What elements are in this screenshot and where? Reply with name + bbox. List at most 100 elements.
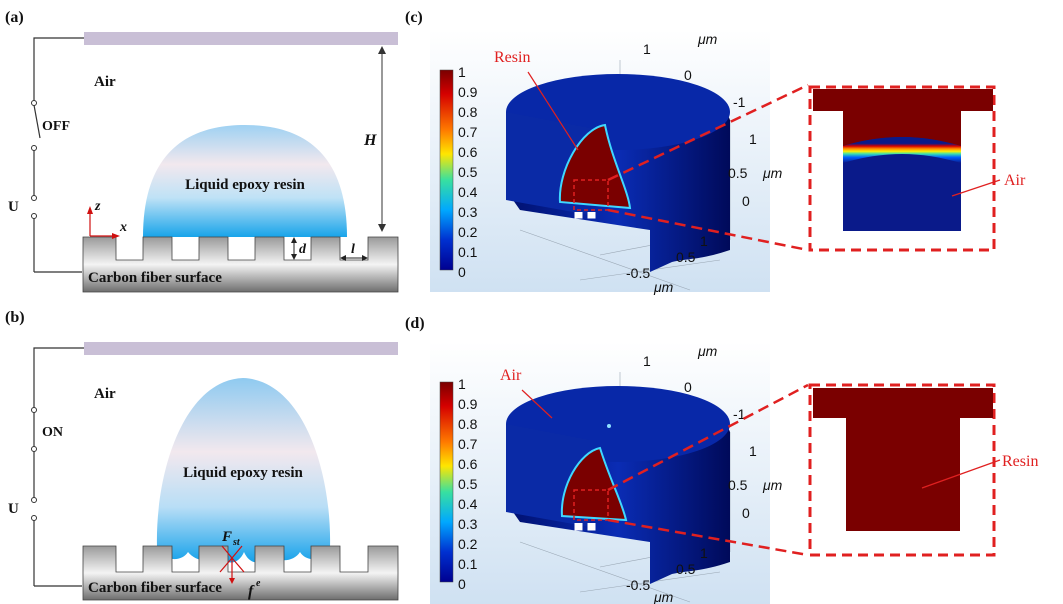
resin-phase: [558, 123, 632, 210]
height-symbol: H: [363, 132, 377, 149]
electric-force-superscript: e: [256, 578, 261, 589]
voltage-source-label: U: [8, 501, 19, 517]
carbon-fiber-substrate: [82, 236, 399, 293]
colorbar-ticks: 1 0.9 0.8 0.7 0.6 0.5 0.4 0.3 0.2 0.1 0: [458, 376, 478, 592]
callout-line: [521, 389, 553, 419]
switch-terminal: [31, 100, 37, 106]
zoom-region: [573, 179, 609, 211]
colorbar-tick: 0.2: [458, 224, 478, 240]
electric-force-symbol: f: [248, 583, 255, 600]
groove-cutouts: [574, 212, 596, 219]
droplet-label: Liquid epoxy resin: [185, 177, 305, 193]
arrow-head: [362, 255, 368, 261]
arrow-head: [291, 237, 297, 243]
switch-state-label: ON: [42, 425, 63, 440]
axis-unit: μm: [697, 343, 718, 359]
resin-droplet: [143, 125, 347, 237]
force-arrows: [219, 545, 245, 580]
top-electrode: [84, 32, 398, 45]
panel-d-tag: (d): [405, 315, 425, 332]
callout-label: Resin: [494, 49, 530, 66]
axis-tick: 0.5: [728, 165, 748, 181]
axis-labels: 1 0 μm -1 1 0.5 μm 0 1 0.5 -0.5 μm: [626, 343, 783, 604]
colorbar-tick: 0.4: [458, 496, 478, 512]
top-electrode: [84, 342, 398, 355]
colorbar-tick: 0.5: [458, 164, 478, 180]
width-symbol: l: [351, 242, 355, 257]
arrow-head: [340, 255, 346, 261]
axis-tick: 1: [643, 353, 651, 369]
switch-terminal: [31, 407, 37, 413]
carbon-fiber-substrate: [82, 545, 399, 601]
colorbar-tick: 0.1: [458, 244, 478, 260]
axis-tick: 0: [742, 505, 750, 521]
arrow-head: [87, 206, 93, 214]
surface-tension-subscript: st: [232, 537, 241, 548]
colorbar-tick: 0: [458, 576, 466, 592]
source-terminal: [31, 497, 37, 503]
source-terminal: [31, 195, 37, 201]
callout-label: Air: [500, 367, 522, 384]
colorbar-tick: 0: [458, 264, 466, 280]
colorbar-tick: 0.4: [458, 184, 478, 200]
switch-terminal: [31, 145, 37, 151]
resin-phase: [560, 446, 628, 522]
panel-b-tag: (b): [5, 309, 25, 326]
colorbar-tick: 0.8: [458, 416, 478, 432]
zoom-connector: [607, 83, 809, 182]
colorbar-tick: 0.7: [458, 436, 478, 452]
colorbar-tick: 0.9: [458, 396, 478, 412]
switch-state-label: OFF: [42, 119, 70, 134]
axis-unit: μm: [697, 31, 718, 47]
arrow-head: [112, 233, 120, 239]
colorbar-tick: 0.1: [458, 556, 478, 572]
axis-tick: 1: [749, 443, 757, 459]
panel-a-tag: (a): [5, 9, 24, 26]
source-terminal: [31, 515, 37, 521]
zoom-groove-filled: [846, 418, 960, 531]
colorbar-ticks: 1 0.9 0.8 0.7 0.6 0.5 0.4 0.3 0.2 0.1 0: [458, 64, 478, 280]
axis-tick: 1: [700, 233, 708, 249]
axis-unit: μm: [653, 589, 674, 604]
axis-tick: 0.5: [728, 477, 748, 493]
circuit-wire: [33, 37, 84, 105]
colorbar-tick: 0.8: [458, 104, 478, 120]
axis-unit: μm: [762, 477, 783, 493]
zoom-region: [573, 489, 609, 521]
colorbar: [439, 69, 454, 271]
axis-tick: -1: [733, 94, 746, 110]
colorbar-tick: 0.3: [458, 204, 478, 220]
colorbar-tick: 0.2: [458, 536, 478, 552]
voltage-source-label: U: [8, 199, 19, 215]
zoom-resin: [843, 111, 961, 146]
air-label: Air: [94, 74, 116, 90]
panel-a: (a) OFF U Air H Liquid epoxy resin Carbo…: [5, 9, 399, 293]
colorbar-tick: 1: [458, 64, 466, 80]
arrow-head: [291, 254, 297, 260]
z-axis-label: z: [94, 199, 101, 214]
substrate-label: Carbon fiber surface: [88, 580, 222, 596]
zoom-interface: [843, 137, 961, 163]
zoom-connector: [607, 383, 809, 492]
panel-d: (d) 1 0.9 0.8 0.7 0.6 0.5 0.4 0.3 0.2 0.…: [405, 315, 1038, 604]
colorbar-tick: 1: [458, 376, 466, 392]
axis-tick: 1: [643, 41, 651, 57]
colorbar-tick: 0.7: [458, 124, 478, 140]
axis-unit: μm: [762, 165, 783, 181]
axis-tick: 0: [742, 193, 750, 209]
bubble: [607, 424, 611, 428]
zoom-top-layer: [813, 388, 993, 418]
zoom-top-layer: [813, 89, 993, 111]
colorbar-tick: 0.6: [458, 456, 478, 472]
arrow-head: [229, 578, 235, 584]
axis-tick: 1: [749, 131, 757, 147]
axis-tick: -0.5: [626, 265, 650, 281]
colorbar: [439, 381, 454, 583]
callout-line: [527, 71, 579, 151]
arrow-head: [378, 46, 386, 54]
source-terminal: [31, 213, 37, 219]
axis-tick: 0: [684, 379, 692, 395]
switch-terminal: [31, 446, 37, 452]
